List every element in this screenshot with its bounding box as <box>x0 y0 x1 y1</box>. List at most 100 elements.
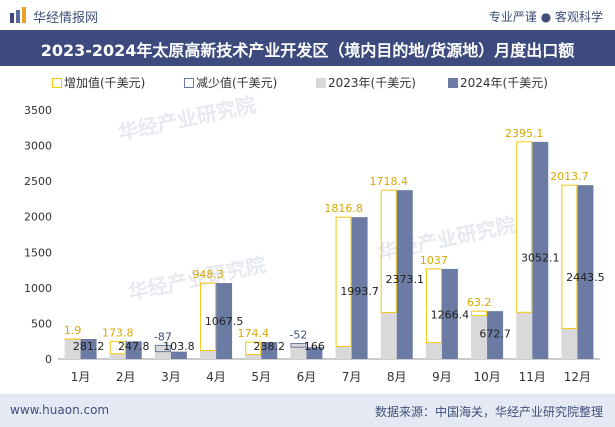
legend-2024: 2024年(千美元) <box>448 74 548 91</box>
bar-2023 <box>245 354 262 359</box>
increase-box <box>516 141 533 313</box>
top-bar: 华经情报网 专业严谨 ● 客观科学 <box>0 0 615 30</box>
x-tick-label: 6月 <box>297 370 317 384</box>
y-tick-label: 2500 <box>24 175 52 188</box>
y-tick-label: 1500 <box>24 246 52 259</box>
bar-2024 <box>170 351 187 359</box>
change-value-label: 2013.7 <box>550 170 589 183</box>
legend-increase-label: 增加值(千美元) <box>64 76 146 90</box>
decrease-box <box>290 342 307 348</box>
legend-2024-swatch <box>448 78 458 88</box>
bar-2023 <box>561 328 578 359</box>
bar-2024 <box>396 190 413 359</box>
data-source: 数据来源：中国海关，华经产业研究院整理 <box>374 405 603 419</box>
change-value-label: 948.3 <box>192 268 224 281</box>
legend-decrease-label: 减少值(千美元) <box>196 76 278 90</box>
x-tick-label: 10月 <box>473 370 500 384</box>
bar-2024 <box>487 311 504 359</box>
value-label-2024: 1993.7 <box>340 285 379 298</box>
value-label-2024: 1067.5 <box>205 315 244 328</box>
slogan: 专业严谨 ● 客观科学 <box>488 10 603 24</box>
x-tick-label: 11月 <box>519 370 546 384</box>
y-tick-label: 2000 <box>24 211 52 224</box>
bar-2023 <box>200 350 217 359</box>
change-value-label: 1718.4 <box>370 175 409 188</box>
bar-2023 <box>290 343 307 359</box>
y-tick-label: 0 <box>45 353 52 366</box>
x-tick-label: 2月 <box>116 370 136 384</box>
value-label-2024: 1266.4 <box>431 308 470 321</box>
watermark-text: 华经产业研究院 <box>376 212 518 265</box>
x-tick-label: 1月 <box>71 370 91 384</box>
value-label-2024: 103.8 <box>163 340 195 353</box>
watermark-text: 华经产业研究院 <box>116 92 258 145</box>
bar-2024 <box>261 342 278 359</box>
value-label-2024: 166 <box>304 340 325 353</box>
value-label-2024: 247.8 <box>118 340 150 353</box>
x-tick-label: 8月 <box>387 370 407 384</box>
chart-title: 2023-2024年太原高新技术产业开发区（境内目的地/货源地）月度出口额 <box>40 41 575 60</box>
value-label-2024: 3052.1 <box>521 251 560 264</box>
bar-2024 <box>306 347 323 359</box>
bars-layer <box>64 141 594 359</box>
change-value-label: 1.9 <box>64 324 82 337</box>
axis-layer: 0 500 1000 1500 2000 2500 3000 3500 <box>24 104 600 366</box>
legend-decrease: 减少值(千美元) <box>184 74 277 91</box>
decrease-box <box>154 344 171 353</box>
logo-icon <box>10 7 26 23</box>
legend-increase-swatch <box>52 78 62 88</box>
bar-2023 <box>64 339 81 359</box>
bar-2023 <box>425 342 442 359</box>
increase-box <box>380 189 397 313</box>
change-value-label: 2395.1 <box>505 127 544 140</box>
x-tick-label: 5月 <box>251 370 271 384</box>
bar-2024 <box>577 185 594 359</box>
site-url: www.huaon.com <box>10 403 110 417</box>
footer: www.huaon.com 数据来源：中国海关，华经产业研究院整理 <box>0 394 615 427</box>
x-tick-label: 3月 <box>161 370 181 384</box>
change-value-label: 1816.8 <box>324 202 363 215</box>
bar-2023 <box>109 353 126 359</box>
bar-2023 <box>471 315 488 359</box>
x-tick-label: 9月 <box>432 370 452 384</box>
watermark-text: 华经产业研究院 <box>126 252 268 305</box>
x-tick-label: 4月 <box>206 370 226 384</box>
x-tick-label: 7月 <box>342 370 362 384</box>
bar-2024 <box>216 283 233 359</box>
y-tick-label: 3000 <box>24 140 52 153</box>
value-label-2024: 672.7 <box>479 327 511 340</box>
legend-2023: 2023年(千美元) <box>316 74 416 91</box>
legend-2023-label: 2023年(千美元) <box>328 76 416 90</box>
increase-box <box>245 341 262 355</box>
legend-2024-label: 2024年(千美元) <box>460 76 548 90</box>
bar-2023 <box>154 345 171 359</box>
y-tick-label: 500 <box>31 317 52 330</box>
legend-2023-swatch <box>316 78 326 88</box>
bar-2023 <box>516 312 533 359</box>
increase-box <box>561 184 578 329</box>
brand-name: 华经情报网 <box>33 11 99 26</box>
bar-2023 <box>335 346 352 359</box>
bar-2024 <box>441 268 458 359</box>
bar-2023 <box>380 312 397 359</box>
x-tick-label: 12月 <box>564 370 591 384</box>
increase-box <box>109 340 126 355</box>
bar-2024 <box>125 341 142 359</box>
value-label-2024: 238.2 <box>254 340 286 353</box>
y-tick-label: 3500 <box>24 104 52 117</box>
value-label-2024: 2443.5 <box>566 271 605 284</box>
increase-box <box>471 310 488 317</box>
legend-decrease-swatch <box>184 78 194 88</box>
bar-2024 <box>532 141 549 359</box>
change-value-label: -52 <box>289 328 307 341</box>
change-value-label: 173.8 <box>102 326 134 339</box>
legend-increase: 增加值(千美元) <box>52 74 145 91</box>
increase-box <box>200 282 217 352</box>
value-label-2024: 2373.1 <box>386 273 425 286</box>
bar-2024 <box>80 338 97 359</box>
bar-2024 <box>351 217 368 359</box>
change-value-label: 174.4 <box>238 327 270 340</box>
change-value-label: 63.2 <box>467 296 492 309</box>
